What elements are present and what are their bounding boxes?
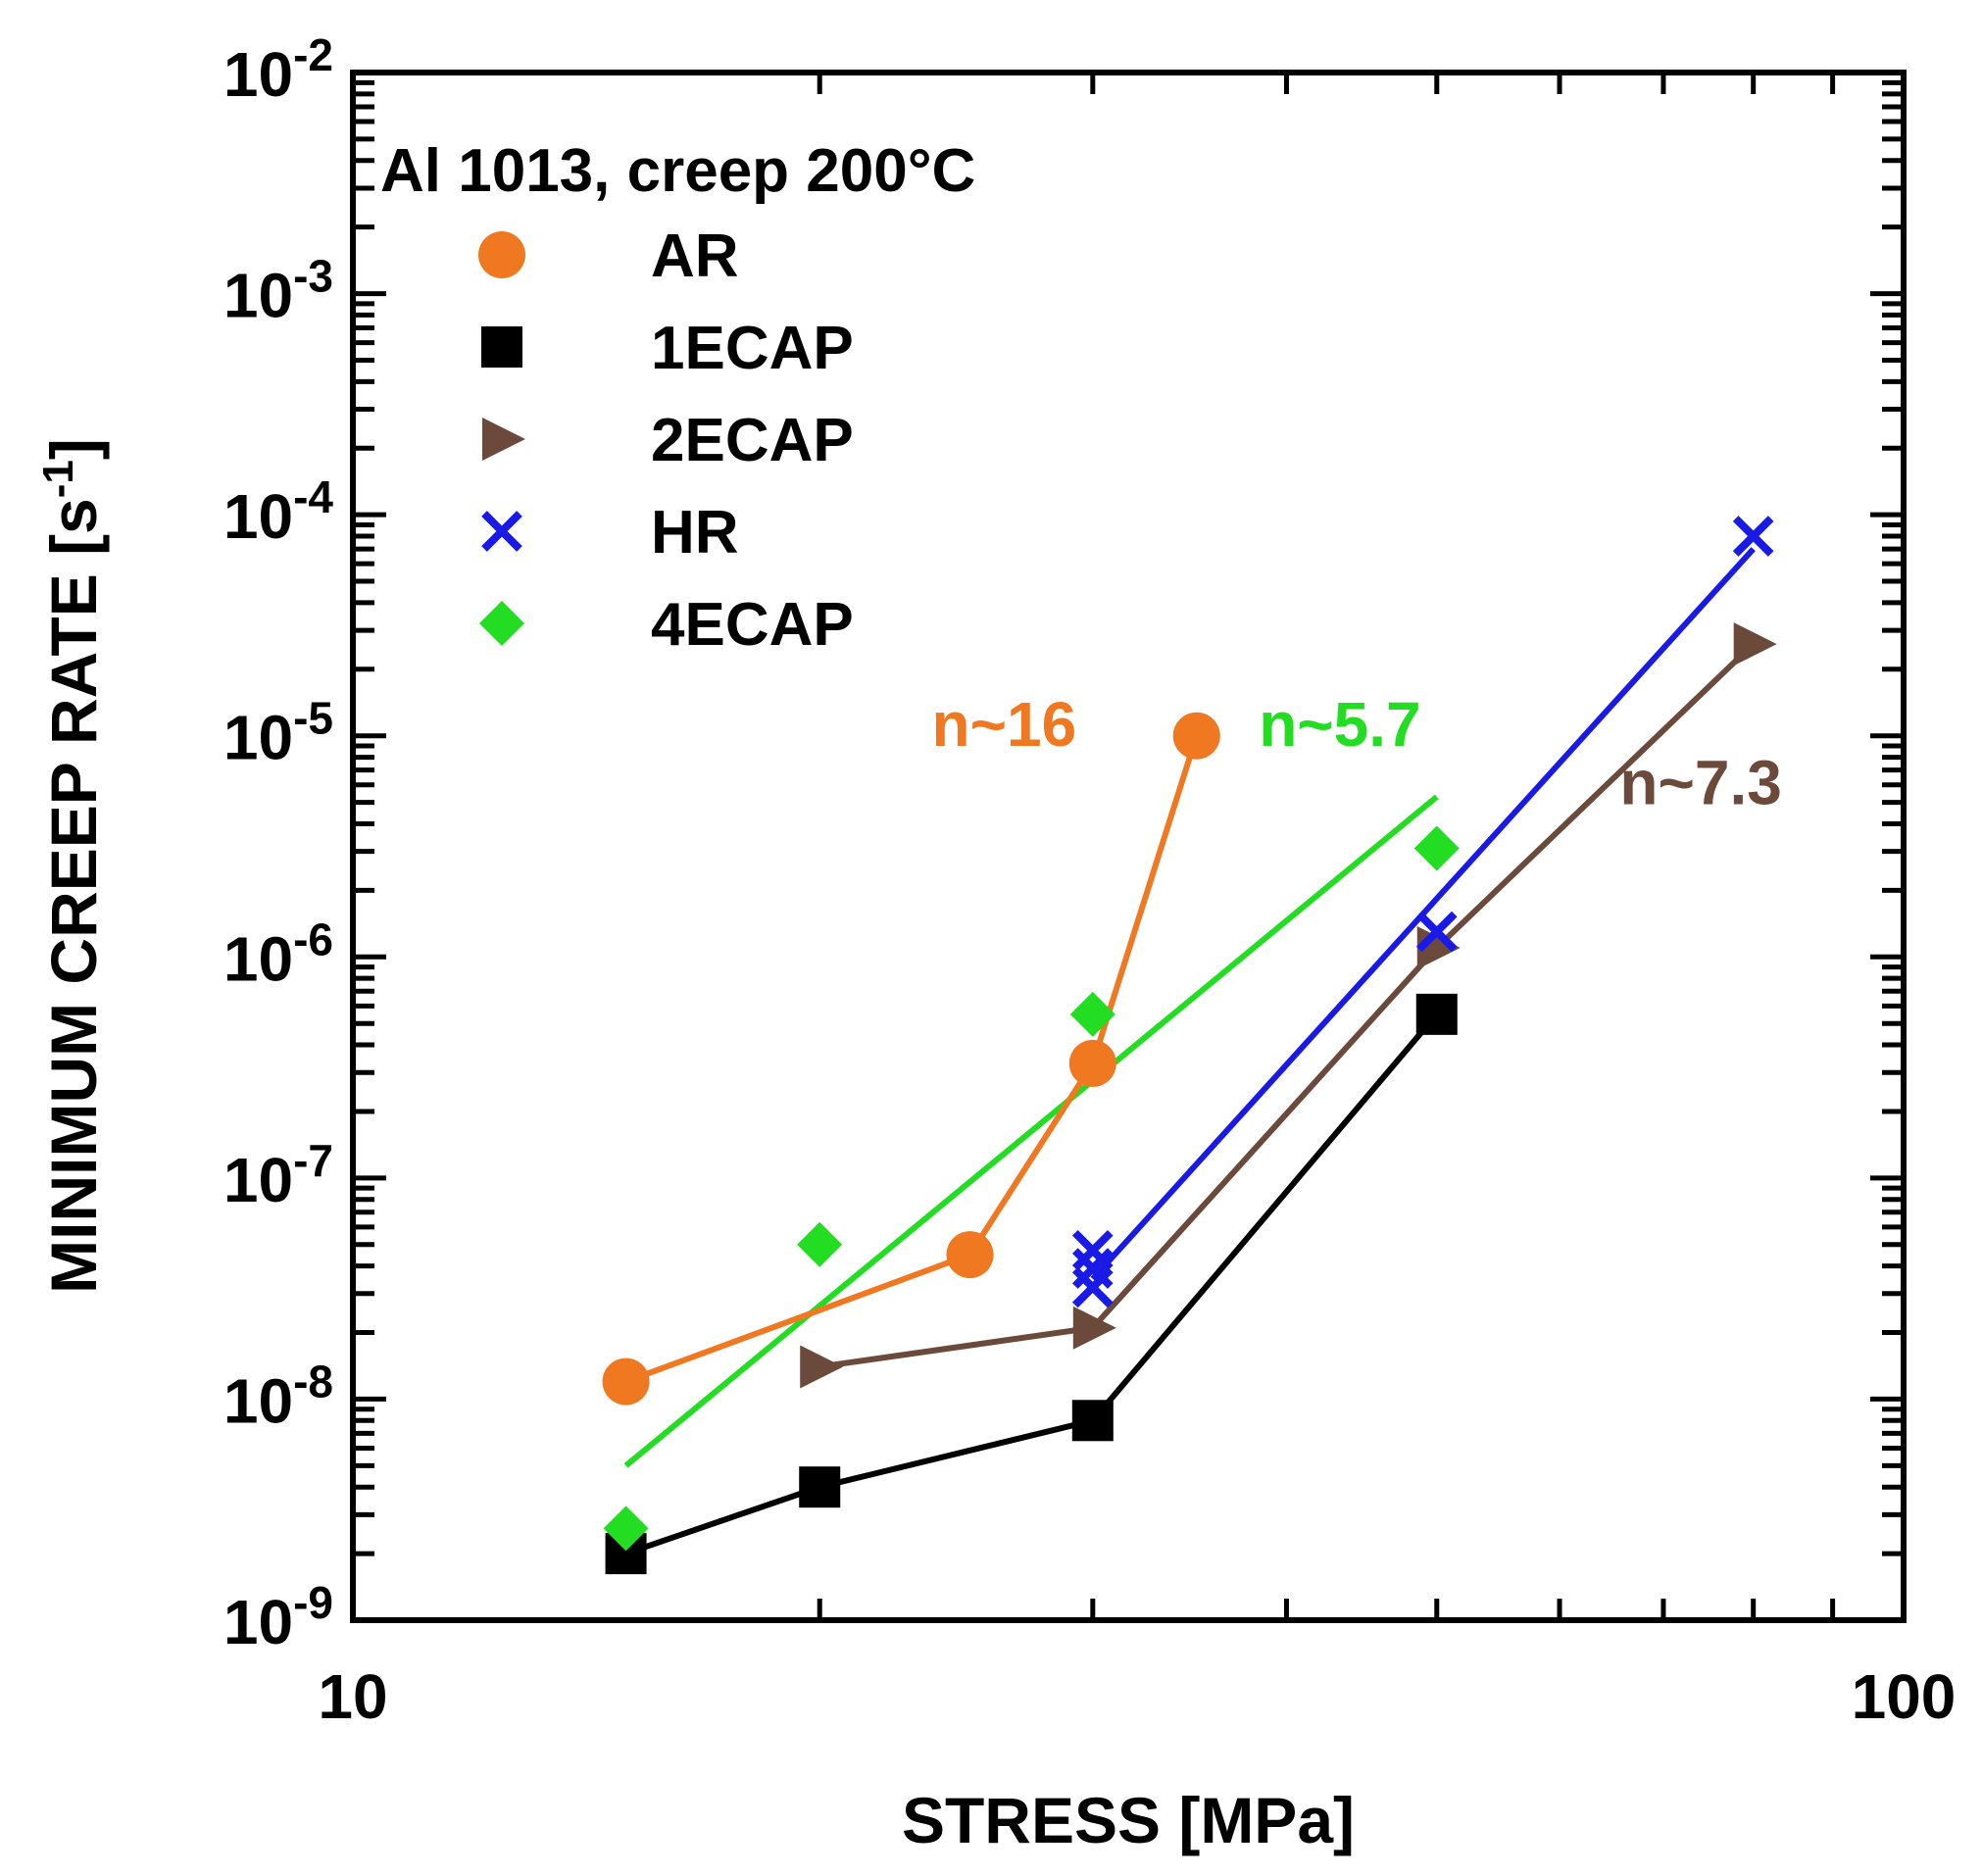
legend-marker-ar — [478, 231, 525, 278]
legend-label-4ecap: 4ECAP — [651, 591, 854, 659]
x-stroke — [481, 511, 522, 552]
data-point-2ecap — [1733, 622, 1777, 666]
data-point-2ecap — [800, 1345, 844, 1389]
data-point-2ecap — [1072, 1306, 1116, 1350]
x-stroke — [1071, 1266, 1114, 1308]
legend-marker-4ecap — [479, 601, 524, 646]
plot-series — [602, 516, 1777, 1575]
slope-annotations: n~16 n~5.7 n~7.3 — [932, 689, 1782, 818]
data-point-1ecap — [799, 1466, 841, 1508]
data-point-4ecap — [1413, 825, 1460, 871]
y-tick-label: 10-2 — [223, 29, 333, 110]
x-stroke — [1732, 516, 1774, 557]
y-tick-label: 10-5 — [223, 693, 333, 773]
y-axis-title-main: MINIMUM CREEP RATE [s — [37, 498, 110, 1294]
data-point-hr — [1415, 911, 1458, 953]
legend-label-hr: HR — [651, 499, 739, 567]
y-tick-label: 10-6 — [223, 913, 333, 994]
x-stroke — [1071, 1229, 1114, 1271]
data-point-1ecap — [1415, 993, 1458, 1035]
plot-frame — [350, 70, 1907, 1623]
legend-label-2ecap: 2ECAP — [651, 407, 854, 474]
data-point-ar — [1068, 1039, 1116, 1087]
legend-marker-1ecap — [481, 326, 522, 368]
x-axis-title: STRESS [MPa] — [902, 1784, 1355, 1856]
data-point-ar — [946, 1231, 994, 1279]
x-tick-label: 10 — [318, 1661, 387, 1732]
legend-title: Al 1013, creep 200°C — [380, 137, 975, 205]
fit-line-4ecap — [623, 794, 1439, 1468]
y-axis-title: MINIMUM CREEP RATE [s-1] — [34, 438, 110, 1294]
legend-marker-hr — [481, 511, 522, 552]
data-point-ar — [1172, 712, 1220, 760]
x-tick-label: 100 — [1852, 1661, 1957, 1732]
data-point-4ecap — [1069, 991, 1115, 1037]
y-tick-label: 10-3 — [223, 251, 333, 331]
axis-ticks — [350, 73, 1907, 1623]
legend-label-1ecap: 1ECAP — [651, 315, 854, 382]
y-axis-title-sup: -1 — [34, 460, 82, 498]
legend: Al 1013, creep 200°C AR 1ECAP 2ECAP HR 4ECAP — [380, 137, 975, 659]
data-point-4ecap — [603, 1506, 649, 1552]
slope-annotation: n~5.7 — [1259, 689, 1420, 760]
x-stroke — [1415, 911, 1458, 953]
data-point-hr — [1071, 1229, 1114, 1271]
series-line-1ecap — [624, 1012, 1440, 1556]
axis-labels: 10 100 10-9 10-8 10-7 10-6 10-5 10-4 10-3 10-2 — [223, 29, 1956, 1732]
y-tick-label: 10-4 — [223, 471, 334, 552]
y-tick-label: 10-8 — [223, 1356, 333, 1436]
y-axis-title-tail: ] — [37, 438, 110, 460]
slope-annotation: n~7.3 — [1619, 748, 1781, 818]
series-line-2ecap — [818, 641, 1756, 1370]
y-tick-label: 10-7 — [223, 1135, 333, 1215]
series-line-ar — [624, 734, 1200, 1385]
y-tick-label: 10-9 — [223, 1577, 333, 1657]
data-point-4ecap — [797, 1221, 843, 1267]
legend-label-ar: AR — [651, 222, 739, 290]
data-point-ar — [602, 1358, 650, 1406]
data-point-hr — [1732, 516, 1774, 557]
legend-marker-2ecap — [482, 418, 525, 461]
data-point-1ecap — [1071, 1400, 1114, 1442]
data-point-hr — [1071, 1266, 1114, 1308]
slope-annotation: n~16 — [932, 689, 1077, 760]
